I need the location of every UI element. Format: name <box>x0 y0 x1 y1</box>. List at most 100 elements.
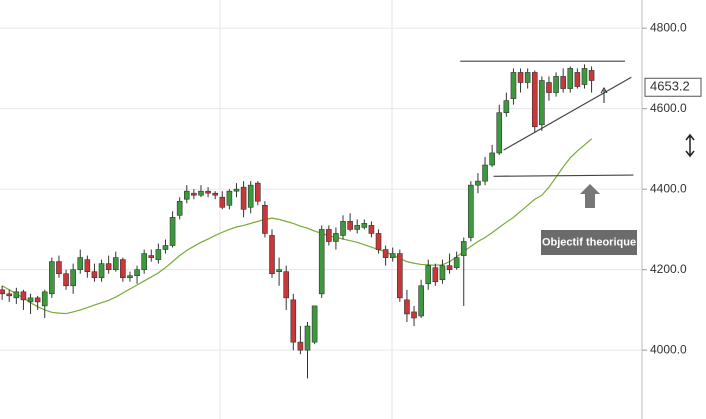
candle-body <box>134 269 140 277</box>
candle-body <box>63 273 69 287</box>
y-tick-label: 4600.0 <box>650 101 687 115</box>
y-tick-label: 4000.0 <box>650 342 687 356</box>
trend-line <box>493 174 634 177</box>
last-price-label: 4653.2 <box>650 79 690 94</box>
candle-body <box>460 241 467 256</box>
candle-body <box>340 221 346 236</box>
candle-body <box>560 76 566 89</box>
candle-body <box>546 82 552 93</box>
candle-body <box>297 341 304 351</box>
candle-body <box>517 72 524 83</box>
candle-body <box>233 188 240 192</box>
candle-body <box>191 192 197 196</box>
annotation: Objectif theorique <box>542 236 636 248</box>
candle-body <box>389 253 396 258</box>
candle-body <box>404 299 410 315</box>
candle-body <box>176 200 183 216</box>
trend-line <box>503 76 632 151</box>
last-price-box <box>644 77 702 97</box>
candle-body <box>77 257 84 270</box>
candle-body <box>574 72 581 87</box>
candle-body <box>120 259 126 279</box>
candle-body <box>482 164 488 182</box>
candle-body <box>183 190 190 200</box>
candle-body <box>219 196 226 208</box>
candle-body <box>240 186 247 210</box>
candle-body <box>503 100 510 113</box>
candle-body <box>269 235 275 274</box>
candle-body <box>567 68 574 89</box>
target-arrow <box>580 184 600 208</box>
candle-body <box>581 68 588 85</box>
candle-body <box>169 217 176 246</box>
candle-body <box>41 291 48 307</box>
annotation-box <box>541 230 637 255</box>
candle-body <box>13 291 20 299</box>
candle-body <box>553 76 559 93</box>
candle-body <box>368 225 375 234</box>
candle-body <box>276 269 282 272</box>
y-tick-label: 4400.0 <box>650 181 687 195</box>
candle-body <box>375 233 382 250</box>
candle-body <box>198 190 204 196</box>
candle-body <box>112 257 119 270</box>
candle-body <box>70 269 76 287</box>
candle-body <box>418 285 424 317</box>
candle-body <box>0 289 5 295</box>
candle-body <box>539 80 545 126</box>
candle-body <box>141 253 147 270</box>
small-arrow <box>600 87 608 103</box>
candle-body <box>475 180 481 186</box>
candle-body <box>446 265 453 270</box>
candle-body <box>382 249 389 258</box>
candle-body <box>439 265 446 281</box>
candle-body <box>496 112 503 154</box>
candle-body <box>531 72 538 128</box>
candle-body <box>411 311 417 319</box>
candle-body <box>432 267 439 283</box>
candle-body <box>326 229 332 242</box>
candle-body <box>397 253 403 299</box>
candle-body <box>6 293 13 297</box>
candle-body <box>510 72 517 99</box>
candle-body <box>84 259 91 272</box>
candle-body <box>333 233 339 242</box>
candle-body <box>91 271 98 279</box>
candle-body <box>212 192 218 196</box>
candle-body <box>205 190 211 194</box>
candle-body <box>27 297 34 303</box>
candle-body <box>98 263 105 279</box>
candle-body <box>489 152 495 166</box>
candle-body <box>283 271 290 299</box>
candle-body <box>34 297 41 303</box>
candle-body <box>347 221 353 230</box>
candle-body <box>262 204 268 234</box>
candle-body <box>56 261 62 274</box>
candle-body <box>290 299 297 343</box>
candle-body <box>304 325 311 351</box>
candle-body <box>127 275 133 279</box>
candle-body <box>318 229 325 295</box>
candle-body <box>247 184 254 208</box>
range-arrow <box>685 133 695 158</box>
candle-body <box>354 225 361 230</box>
candle-body <box>254 182 261 202</box>
y-tick-label: 4200.0 <box>650 262 687 276</box>
candle-body <box>155 249 162 260</box>
candle-body <box>162 245 169 250</box>
candle-body <box>311 305 318 343</box>
candle-body <box>361 223 368 228</box>
candle-body <box>588 70 595 81</box>
plot: 4000.0 4200.0 4400.0 4600.0 4800.0 <box>0 20 687 379</box>
candle-body <box>20 291 27 301</box>
moving-average <box>1 138 592 315</box>
candle-body <box>226 190 233 206</box>
candle-body <box>148 255 155 258</box>
candle-body <box>453 257 460 268</box>
candle-body <box>524 72 531 83</box>
candle-body <box>105 263 112 270</box>
candle-body <box>425 265 432 285</box>
candle-body <box>49 261 55 295</box>
y-tick-label: 4800.0 <box>650 20 687 34</box>
